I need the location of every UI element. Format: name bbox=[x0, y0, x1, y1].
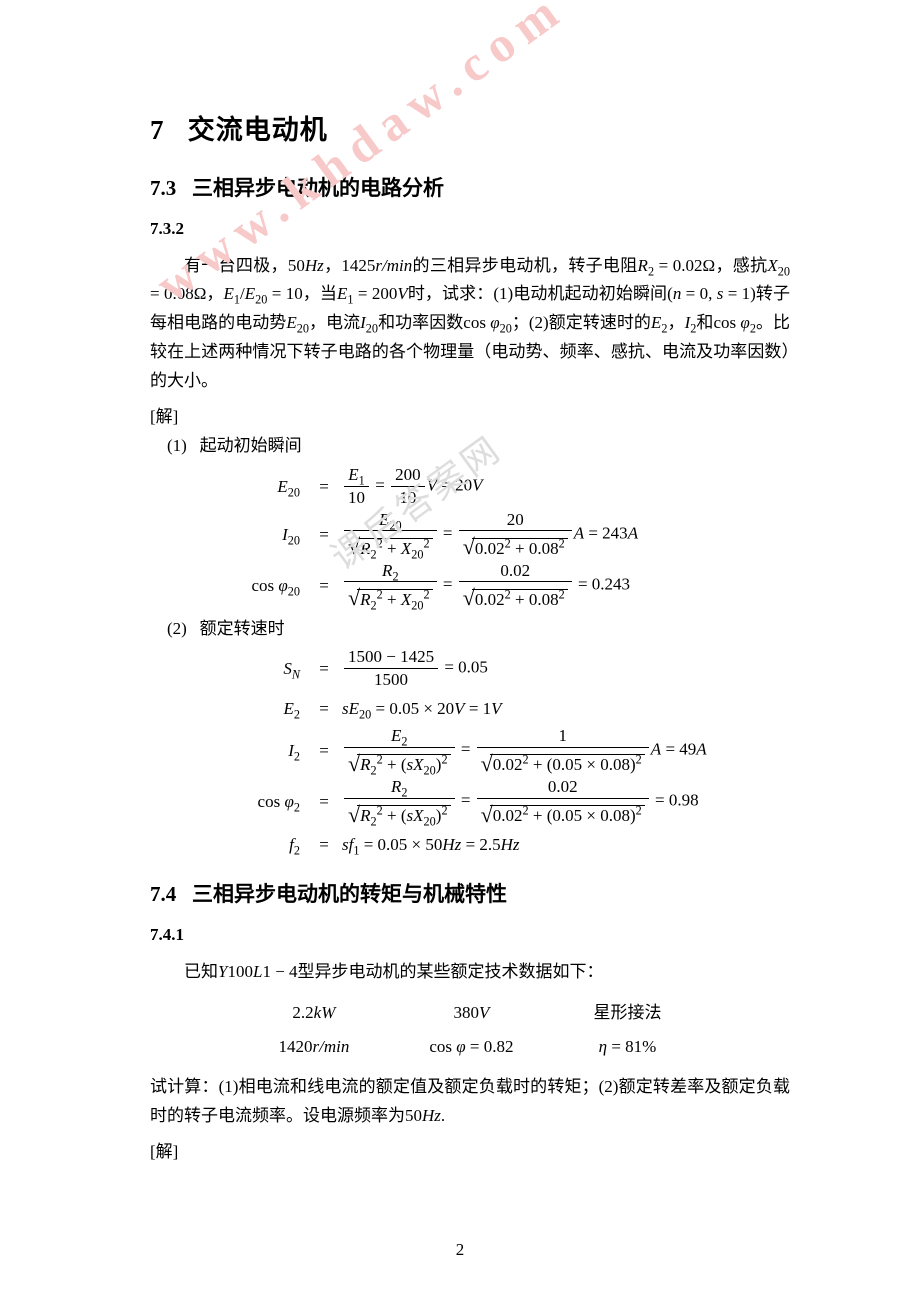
subsection-number: 7.4.1 bbox=[150, 922, 790, 948]
section-heading: 7.3 三相异步电动机的电路分析 bbox=[150, 173, 790, 205]
table-cell: 星形接法 bbox=[554, 996, 702, 1030]
chapter-number: 7 bbox=[150, 115, 165, 145]
section-number: 7.3 bbox=[150, 176, 176, 200]
equation-block: E20 = E110 = 20010V = 20V I20 = E20√R22 … bbox=[150, 465, 790, 610]
problem-tail: 试计算：(1)相电流和线电流的额定值及额定负载时的转矩；(2)额定转差率及额定负… bbox=[150, 1073, 790, 1131]
equation: cos φ20 = R2√R22 + X202 = 0.02√0.022 + 0… bbox=[150, 561, 790, 610]
table-row: 2.2kW 380V 星形接法 bbox=[238, 996, 701, 1030]
subsection-number: 7.3.2 bbox=[150, 216, 790, 242]
equation: f2 = sf1 = 0.05 × 50Hz = 2.5Hz bbox=[150, 829, 790, 861]
section-number: 7.4 bbox=[150, 882, 176, 906]
problem-text: 已知Y100L1 − 4型异步电动机的某些额定技术数据如下： bbox=[150, 958, 790, 987]
part-label: (2) 额定转速时 bbox=[167, 616, 790, 642]
equation: I2 = E2√R22 + (sX20)2 = 1√0.022 + (0.05 … bbox=[150, 726, 790, 775]
section-title: 三相异步电动机的电路分析 bbox=[192, 176, 444, 200]
section-heading: 7.4 三相异步电动机的转矩与机械特性 bbox=[150, 879, 790, 911]
page-number: 2 bbox=[0, 1237, 920, 1263]
equation-block: SN = 1500 − 14251500 = 0.05 E2 = sE20 = … bbox=[150, 647, 790, 860]
table-cell: 1420r/min bbox=[238, 1030, 389, 1064]
section-title: 三相异步电动机的转矩与机械特性 bbox=[192, 882, 507, 906]
part-label: (1) 起动初始瞬间 bbox=[167, 433, 790, 459]
table-cell: 380V bbox=[389, 996, 553, 1030]
equation: E2 = sE20 = 0.05 × 20V = 1V bbox=[150, 692, 790, 724]
equation: I20 = E20√R22 + X202 = 20√0.022 + 0.082A… bbox=[150, 510, 790, 559]
chapter-title: 交流电动机 bbox=[188, 115, 328, 145]
problem-text: 有一台四极，50Hz，1425r/min的三相异步电动机，转子电阻R2 = 0.… bbox=[150, 252, 790, 396]
equation: E20 = E110 = 20010V = 20V bbox=[150, 465, 790, 508]
equation: SN = 1500 − 14251500 = 0.05 bbox=[150, 647, 790, 690]
table-row: 1420r/min cos φ = 0.82 η = 81% bbox=[238, 1030, 701, 1064]
equation: cos φ2 = R2√R22 + (sX20)2 = 0.02√0.022 +… bbox=[150, 777, 790, 826]
chapter-heading: 7 交流电动机 bbox=[150, 110, 790, 151]
solution-label: [解] bbox=[150, 1139, 790, 1165]
table-cell: 2.2kW bbox=[238, 996, 389, 1030]
page: 7 交流电动机 7.3 三相异步电动机的电路分析 7.3.2 有一台四极，50H… bbox=[0, 0, 920, 1302]
table-cell: η = 81% bbox=[554, 1030, 702, 1064]
table-cell: cos φ = 0.82 bbox=[389, 1030, 553, 1064]
solution-label: [解] bbox=[150, 404, 790, 430]
rating-table: 2.2kW 380V 星形接法 1420r/min cos φ = 0.82 η… bbox=[238, 996, 701, 1063]
